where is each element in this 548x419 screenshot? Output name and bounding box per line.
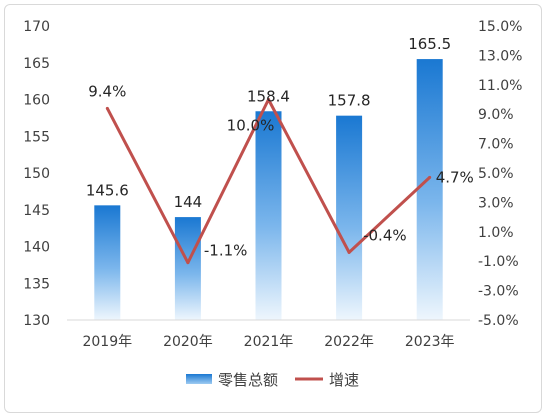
- bar: [336, 115, 363, 320]
- bar-value-label: 165.5: [408, 35, 451, 53]
- legend-bar-swatch: [186, 374, 212, 384]
- y-right-tick-label: 9.0%: [478, 107, 514, 123]
- bar-value-label: 158.4: [247, 87, 290, 105]
- bar: [255, 111, 282, 320]
- y-right-tick-label: 3.0%: [478, 195, 514, 211]
- y-right-tick-label: -3.0%: [478, 284, 519, 300]
- line-point: [347, 250, 351, 254]
- y-right-tick-label: 11.0%: [478, 78, 522, 94]
- line-value-label: 9.4%: [88, 82, 126, 100]
- bar: [174, 217, 201, 320]
- y-right-tick-label: -1.0%: [478, 254, 519, 270]
- line-point: [267, 98, 270, 101]
- line-value-label: -0.4%: [363, 226, 407, 244]
- y-left-tick-label: 140: [23, 240, 50, 256]
- y-left-tick-label: 130: [23, 313, 50, 329]
- x-tick-label: 2019年: [82, 334, 132, 350]
- y-right-tick-label: 1.0%: [478, 225, 514, 241]
- bar-value-label: 144: [174, 193, 203, 211]
- line-value-label: 4.7%: [436, 168, 474, 186]
- x-tick-label: 2020年: [163, 334, 213, 350]
- y-right-tick-label: 5.0%: [478, 166, 514, 182]
- y-left-tick-label: 145: [23, 203, 50, 219]
- x-tick-label: 2022年: [324, 334, 374, 350]
- line-series: [105, 98, 432, 265]
- bar-value-label: 157.8: [328, 92, 371, 110]
- y-right-tick-label: 7.0%: [478, 137, 514, 153]
- legend: 零售总额 增速: [186, 371, 359, 389]
- line-point: [105, 106, 109, 110]
- line-value-label: -1.1%: [204, 242, 248, 260]
- y-left-tick-label: 155: [23, 129, 50, 145]
- y-left-tick-label: 170: [23, 19, 50, 35]
- y-left-tick-label: 165: [23, 56, 50, 72]
- x-tick-label: 2023年: [405, 334, 455, 350]
- legend-bar-label: 零售总额: [218, 371, 278, 389]
- y-right-tick-label: -5.0%: [478, 313, 519, 329]
- line-value-label: 10.0%: [227, 117, 275, 135]
- line-point: [186, 261, 190, 265]
- y-left-tick-label: 160: [23, 93, 50, 109]
- x-tick-label: 2021年: [244, 334, 294, 350]
- bar-value-label: 145.6: [86, 181, 129, 199]
- axes: 130 135 140 145 150 155 160 165 170 -5.0% -3.0% -1.…: [23, 19, 522, 350]
- bar: [94, 205, 121, 320]
- data-labels: 145.6 144 158.4 157.8 165.5 9.4% -1.1% 10.0% -0.…: [86, 35, 474, 260]
- legend-line-label: 增速: [329, 371, 359, 389]
- bar-series: [94, 59, 443, 320]
- y-left-tick-label: 150: [23, 166, 50, 182]
- y-left-tick-label: 135: [23, 276, 50, 292]
- y-right-tick-label: 15.0%: [478, 19, 522, 35]
- y-right-tick-label: 13.0%: [478, 48, 522, 64]
- line-point: [428, 175, 432, 179]
- bar: [416, 59, 443, 320]
